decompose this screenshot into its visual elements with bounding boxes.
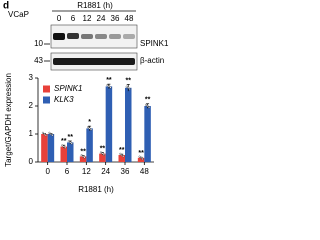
dot <box>49 133 52 135</box>
dot <box>43 133 46 135</box>
significance: ** <box>100 145 106 152</box>
dot <box>87 126 90 129</box>
legend-swatch <box>43 85 50 93</box>
dot <box>125 85 128 88</box>
x-tick-label: 0 <box>45 167 50 176</box>
significance: ** <box>138 150 144 157</box>
x-tick-label: 12 <box>82 167 91 176</box>
panel-label: d <box>3 1 9 12</box>
dot <box>101 152 104 155</box>
bar <box>125 87 132 162</box>
dot <box>62 145 65 148</box>
dot <box>90 128 93 131</box>
dot <box>80 154 83 157</box>
dot <box>99 151 102 154</box>
lane-label: 6 <box>71 14 76 23</box>
bar <box>137 157 145 162</box>
dot <box>61 144 64 147</box>
dot <box>102 153 105 156</box>
dot <box>109 86 112 89</box>
bar <box>144 106 151 162</box>
bar <box>118 155 125 162</box>
dot <box>145 103 148 106</box>
band <box>123 34 135 39</box>
dot <box>148 106 151 109</box>
y-tick-label: 3 <box>29 73 34 82</box>
lane-label: 36 <box>111 14 120 23</box>
lane-label: 24 <box>97 14 106 23</box>
bar <box>41 134 48 162</box>
bar <box>67 142 74 162</box>
legend-label: KLK3 <box>54 95 74 104</box>
lane-label: 12 <box>83 14 92 23</box>
bar <box>79 156 87 162</box>
dot <box>83 156 86 159</box>
protein-label: SPINK1 <box>140 39 169 48</box>
legend-swatch <box>43 96 50 104</box>
lane-label: 0 <box>57 14 62 23</box>
dot <box>119 152 122 155</box>
bar <box>47 134 55 162</box>
significance: * <box>88 119 91 126</box>
y-axis-title: Target/GAPDH expression <box>4 73 13 167</box>
significance: ** <box>68 134 74 141</box>
x-tick-label: 24 <box>101 167 110 176</box>
dot <box>127 86 130 89</box>
dot <box>120 154 123 156</box>
significance: ** <box>106 77 112 84</box>
dot <box>82 155 85 158</box>
significance: ** <box>126 77 132 84</box>
marker-label: 43 <box>34 56 43 65</box>
band <box>109 34 121 39</box>
dot <box>41 131 44 134</box>
dot <box>88 127 91 130</box>
bar <box>60 146 67 162</box>
dot <box>122 155 125 158</box>
dot <box>67 140 70 143</box>
x-tick-label: 36 <box>121 167 130 176</box>
lane-label: 48 <box>125 14 134 23</box>
bar <box>99 153 106 162</box>
dot <box>106 84 109 87</box>
protein-label: β-actin <box>140 56 164 65</box>
significance: ** <box>119 147 125 154</box>
dot <box>64 146 67 149</box>
significance: ** <box>145 97 151 104</box>
significance: ** <box>80 148 86 155</box>
dot <box>44 134 47 137</box>
bar <box>86 128 93 162</box>
figure: d VCaP R1881 (h) 10 43 SPINK1 β-actin Ta… <box>3 1 169 194</box>
y-tick-label: 0 <box>29 157 34 166</box>
marker-label: 10 <box>34 39 43 48</box>
legend-label: SPINK1 <box>54 84 82 93</box>
bar <box>105 86 113 162</box>
x-axis-title: R1881 (h) <box>78 185 114 194</box>
y-tick-label: 2 <box>29 101 34 110</box>
y-tick-label: 1 <box>29 129 34 138</box>
dot <box>48 131 51 134</box>
blot-spink1 <box>50 24 138 49</box>
cell-line: VCaP <box>8 10 29 19</box>
dot <box>128 88 131 90</box>
dot <box>69 141 72 144</box>
significance: ** <box>61 138 67 145</box>
dot <box>140 156 143 159</box>
dot <box>141 158 144 160</box>
bands <box>53 33 135 65</box>
dot <box>51 134 54 137</box>
x-tick-label: 48 <box>140 167 149 176</box>
treatment: R1881 (h) <box>77 1 113 10</box>
band <box>67 33 79 39</box>
band <box>81 34 93 39</box>
band <box>95 34 107 39</box>
x-tick-label: 6 <box>65 167 70 176</box>
band <box>53 58 135 65</box>
dot <box>107 85 110 88</box>
band <box>53 33 65 40</box>
dot <box>146 105 149 107</box>
dot <box>138 155 141 158</box>
dot <box>70 142 73 145</box>
